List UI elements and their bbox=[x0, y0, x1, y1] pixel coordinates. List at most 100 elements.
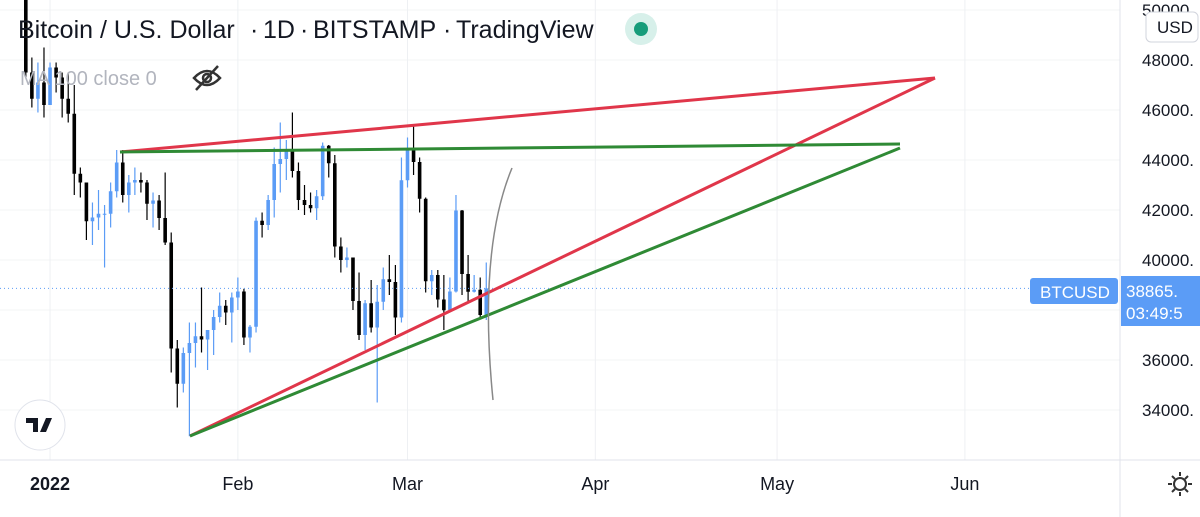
candle-body bbox=[320, 145, 325, 197]
candle-body bbox=[230, 297, 234, 313]
exchange: BITSTAMP bbox=[313, 16, 436, 44]
candle-body bbox=[114, 162, 119, 192]
candle-body bbox=[472, 289, 476, 292]
candle-body bbox=[357, 301, 361, 335]
candle-body bbox=[399, 180, 404, 318]
candle-body bbox=[54, 67, 58, 78]
candle-body bbox=[272, 164, 277, 200]
logo bbox=[26, 418, 52, 432]
currency-button[interactable] bbox=[1145, 11, 1199, 43]
candle-body bbox=[381, 279, 386, 302]
candle-body bbox=[30, 72, 34, 99]
candle-body bbox=[181, 353, 186, 384]
candle-body bbox=[308, 205, 313, 209]
candle-body bbox=[417, 162, 422, 199]
candle-body bbox=[460, 210, 464, 274]
candle-body bbox=[102, 213, 107, 215]
candle-body bbox=[163, 218, 167, 243]
candle-body bbox=[205, 330, 210, 340]
candle-body bbox=[217, 305, 222, 317]
candle-body bbox=[369, 303, 373, 328]
candle-body bbox=[363, 303, 367, 335]
candle-body bbox=[393, 282, 398, 318]
candle-body bbox=[90, 217, 95, 222]
support-line bbox=[189, 146, 901, 438]
interval: 1D bbox=[263, 16, 295, 44]
x-tick-label: Mar bbox=[392, 474, 423, 494]
candle-body bbox=[127, 182, 131, 195]
candle-body bbox=[193, 336, 198, 343]
y-tick-label: 34000. bbox=[1142, 401, 1194, 420]
symbol-tag-bg bbox=[1030, 278, 1118, 304]
candle-body bbox=[296, 171, 301, 200]
candle-body bbox=[454, 210, 458, 292]
candle-body bbox=[60, 77, 64, 99]
candle-body bbox=[108, 191, 113, 214]
candle-body bbox=[223, 305, 228, 313]
x-tick-label: Apr bbox=[581, 474, 609, 494]
candle-body bbox=[78, 173, 83, 183]
candle-body bbox=[339, 246, 343, 260]
pupil bbox=[201, 72, 213, 84]
candle-body bbox=[24, 0, 28, 73]
candle-body bbox=[133, 180, 137, 183]
candle-body bbox=[169, 242, 174, 349]
price-tag-bg bbox=[1121, 276, 1200, 326]
last-price: 38865. bbox=[1126, 282, 1178, 301]
candle-body bbox=[375, 301, 380, 328]
y-tick-label: 46000. bbox=[1142, 101, 1194, 120]
candle-body bbox=[290, 150, 295, 171]
axes: 34000.36000.38000.40000.42000.44000.4600… bbox=[30, 1, 1194, 494]
y-tick-label: 42000. bbox=[1142, 201, 1194, 220]
candle-body bbox=[466, 274, 470, 292]
horizontal-line bbox=[119, 142, 901, 154]
candle-body bbox=[284, 150, 289, 159]
candle-body bbox=[254, 220, 258, 327]
candle-body bbox=[260, 220, 264, 225]
x-tick-label: Jun bbox=[950, 474, 979, 494]
candle-body bbox=[484, 288, 489, 315]
candle-body bbox=[48, 67, 52, 105]
projection-curve bbox=[487, 167, 513, 401]
candle-body bbox=[187, 343, 192, 353]
candle-body bbox=[405, 149, 410, 181]
countdown: 03:49:5 bbox=[1126, 304, 1183, 323]
candle-body bbox=[278, 159, 283, 164]
separator: · bbox=[250, 16, 258, 44]
candle-body bbox=[345, 257, 349, 260]
candle-body bbox=[351, 257, 355, 301]
candle-body bbox=[175, 348, 180, 384]
status-dot bbox=[634, 22, 648, 36]
candle-body bbox=[199, 336, 204, 340]
rising-line bbox=[189, 76, 936, 438]
candle-body bbox=[266, 200, 270, 225]
candle-body bbox=[442, 299, 446, 311]
candle-body bbox=[211, 317, 216, 330]
separator: · bbox=[443, 16, 451, 44]
source: TradingView bbox=[456, 16, 595, 44]
candle-body bbox=[248, 326, 252, 338]
resistance-line bbox=[119, 76, 936, 154]
candle-body bbox=[333, 163, 337, 247]
candle-body bbox=[120, 162, 125, 195]
sun-rays bbox=[1168, 472, 1192, 496]
candle-body bbox=[42, 82, 46, 105]
candle-body bbox=[72, 113, 77, 174]
logo-badge[interactable] bbox=[14, 399, 66, 451]
symbol-title: Bitcoin / U.S. Dollar bbox=[18, 16, 235, 44]
settings-icon[interactable] bbox=[1168, 472, 1192, 496]
candle-body bbox=[448, 291, 452, 311]
candle-body bbox=[236, 291, 240, 298]
candle-body bbox=[478, 289, 483, 315]
candle-body bbox=[151, 200, 155, 204]
x-tick-label: May bbox=[760, 474, 794, 494]
slash bbox=[195, 65, 219, 91]
candle-body bbox=[139, 180, 143, 183]
symbol-tag: BTCUSD bbox=[1040, 283, 1110, 302]
candle-body bbox=[314, 196, 319, 209]
candle-body bbox=[326, 145, 331, 164]
hide-icon[interactable] bbox=[192, 65, 222, 91]
